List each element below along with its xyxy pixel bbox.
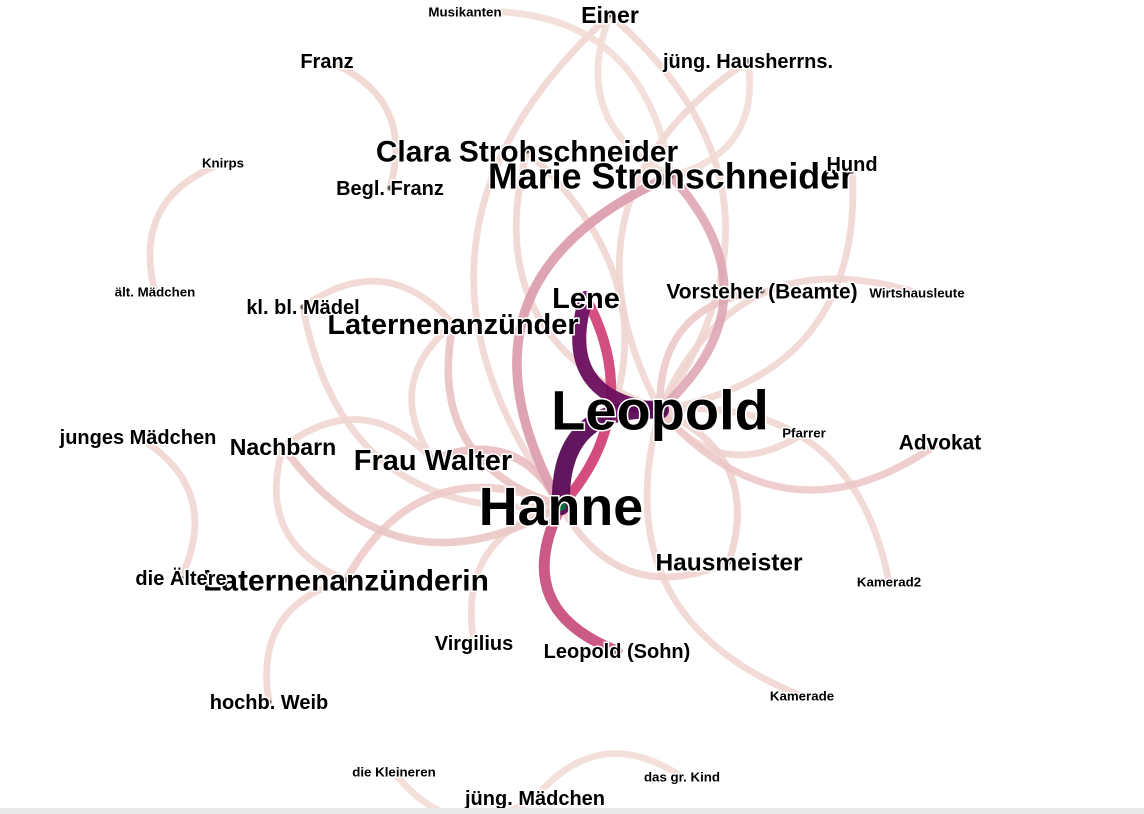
label-wirtshausleute: Wirtshausleute (869, 286, 964, 301)
node-virgilius[interactable] (471, 640, 477, 646)
node-leopold[interactable] (655, 405, 665, 415)
node-altmaedchen[interactable] (152, 289, 158, 295)
edge-hanne-nachbarn (279, 443, 565, 547)
edge-franz-beglfranz (323, 57, 400, 192)
edge-frauwalter-nachbarn (279, 416, 437, 464)
label-nachbarn: Nachbarn (230, 434, 337, 460)
label-kleinmaedel: kl. bl. Mädel (246, 297, 359, 319)
bottom-scroll-edge (0, 808, 1144, 814)
node-dieaeltere[interactable] (178, 575, 184, 581)
node-lene[interactable] (583, 295, 589, 301)
node-hausmeister[interactable] (726, 559, 732, 565)
node-clara[interactable] (524, 148, 530, 154)
label-laternenanzuenderin: Laternenanzünderin (203, 564, 489, 597)
label-kamerad2: Kamerad2 (857, 575, 921, 590)
node-einer[interactable] (607, 12, 613, 18)
node-jungherrn[interactable] (745, 58, 751, 64)
label-lene: Lene (552, 283, 620, 315)
label-jungesmaedchen: junges Mädchen (59, 427, 217, 449)
node-nachbarn[interactable] (280, 444, 286, 450)
edge-hanne-leopoldsohn (538, 500, 623, 657)
label-einer: Einer (581, 2, 639, 28)
label-frauwalter: Frau Walter (354, 445, 512, 477)
edge-leopold-advokat (656, 406, 944, 494)
node-advokat[interactable] (937, 439, 943, 445)
edge-leopold-kamerad2 (656, 405, 893, 586)
label-beglfranz: Begl. Franz (336, 178, 444, 200)
node-hund[interactable] (849, 161, 855, 167)
label-clara: Clara Strohschneider (376, 135, 679, 168)
edge-leopold-vorsteher (656, 287, 766, 414)
label-pfarrer: Pfarrer (782, 426, 826, 441)
edge-marie-musikanten (461, 7, 675, 180)
edge-leopold-jungherrn (615, 57, 752, 414)
label-altmaedchen: ält. Mädchen (115, 285, 196, 300)
label-vorsteher: Vorsteher (Beamte) (666, 280, 857, 303)
edge-knirps-altmaedchen (146, 159, 227, 296)
edge-hanne-laternenanzuenderin (342, 483, 565, 584)
label-laternenanzuender: Laternenanzünder (327, 309, 578, 341)
edge-jungmaedchen-dasgrkind (531, 750, 686, 802)
node-vorsteher[interactable] (759, 288, 765, 294)
edge-laternenanzuender-kleinmaedel (299, 277, 457, 328)
node-laternenanzuender[interactable] (450, 321, 456, 327)
label-dasgrkind: das gr. Kind (644, 770, 720, 785)
edge-leopold-hund (656, 160, 857, 414)
edge-hanne-marie (512, 171, 676, 511)
label-jungmaedchen: jüng. Mädchen (464, 788, 605, 810)
label-jungherrn: jüng. Hausherrns. (662, 51, 833, 73)
edge-frauwalter-laternenanzuender (408, 320, 457, 464)
label-musikanten: Musikanten (428, 5, 501, 20)
node-musikanten[interactable] (462, 9, 468, 15)
edge-leopold-hanne (551, 400, 669, 515)
label-advokat: Advokat (899, 431, 981, 454)
label-kamerade: Kamerade (770, 689, 834, 704)
node-kamerad2[interactable] (886, 579, 892, 585)
node-marie[interactable] (668, 173, 674, 179)
label-leopoldsohn: Leopold (Sohn) (544, 641, 691, 663)
node-franz[interactable] (324, 58, 330, 64)
label-franz: Franz (300, 51, 353, 73)
edge-hanne-einer (470, 11, 614, 510)
node-wirtshausleute[interactable] (914, 290, 920, 296)
label-leopold: Leopold (551, 379, 769, 442)
edge-leopold-kamerade (643, 406, 806, 700)
node-pfarrer[interactable] (801, 430, 807, 436)
label-dieaeltere: die Ältere (135, 567, 226, 590)
edge-laternenanzuenderin-nachbarn (272, 443, 350, 584)
node-jungmaedchen[interactable] (532, 795, 538, 801)
node-dasgrkind[interactable] (679, 774, 685, 780)
label-hund: Hund (826, 154, 877, 176)
label-dieKleineren: die Kleineren (352, 765, 436, 780)
edge-hanne-hausmeister (557, 502, 733, 581)
node-hochbweib[interactable] (266, 699, 272, 705)
label-hochbweib: hochb. Weib (210, 692, 329, 714)
edge-laternenanzuenderin-hochbweib (263, 576, 350, 706)
node-knirps[interactable] (220, 160, 226, 166)
node-beglfranz[interactable] (387, 185, 393, 191)
label-hanne: Hanne (479, 477, 643, 537)
nodes-layer (135, 9, 943, 801)
edges-layer (134, 7, 944, 814)
edge-hanne-kleinmaedel (299, 303, 565, 511)
node-frauwalter[interactable] (430, 457, 436, 463)
edge-jungesmaedchen-dieaeltere (134, 433, 199, 582)
node-kamerade[interactable] (799, 693, 805, 699)
node-hanne[interactable] (556, 501, 566, 511)
label-knirps: Knirps (202, 156, 244, 171)
node-dieKleineren[interactable] (391, 769, 397, 775)
node-jungesmaedchen[interactable] (135, 434, 141, 440)
edge-leopold-marie (655, 171, 729, 415)
node-leopoldsohn[interactable] (614, 648, 620, 654)
node-laternenanzuenderin[interactable] (343, 577, 349, 583)
node-kleinmaedel[interactable] (300, 304, 306, 310)
label-marie: Marie Strohschneider (488, 157, 854, 197)
edge-marie-einer (594, 11, 675, 180)
label-hausmeister: Hausmeister (655, 550, 803, 577)
edge-marie-jungherrn (667, 57, 754, 180)
label-virgilius: Virgilius (435, 633, 514, 655)
